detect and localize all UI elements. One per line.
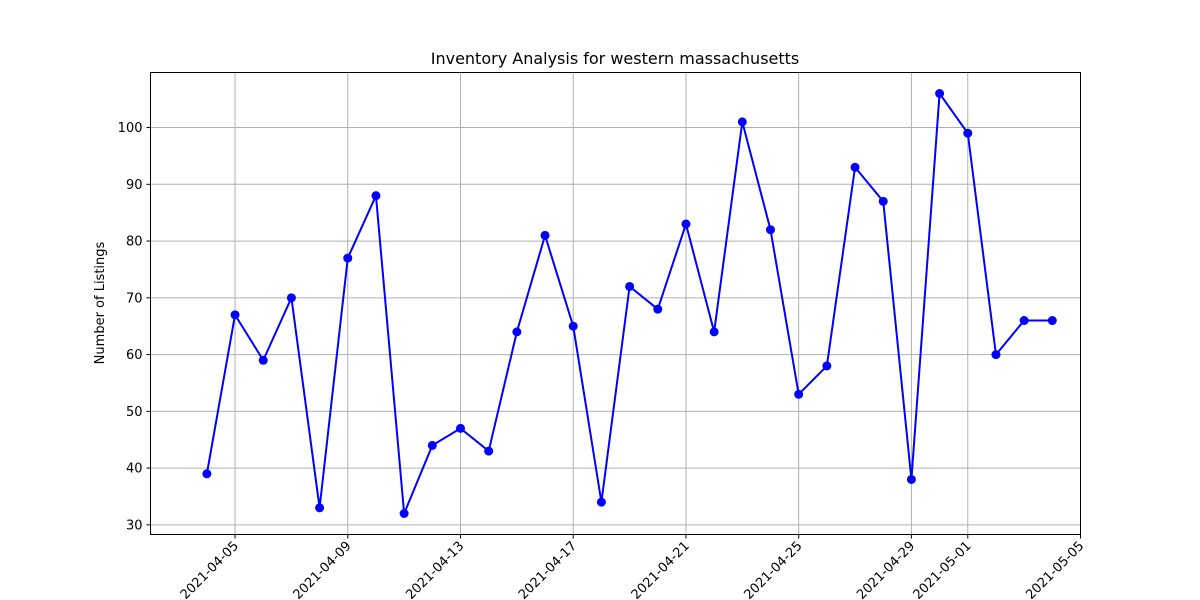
- data-point-2021-04-14: [484, 446, 494, 456]
- data-point-2021-04-06: [258, 355, 268, 365]
- data-point-2021-04-22: [709, 327, 719, 337]
- x-tick-label: 2021-04-13: [403, 539, 467, 600]
- chart-title: Inventory Analysis for western massachus…: [431, 49, 800, 68]
- data-point-2021-04-20: [653, 304, 663, 314]
- data-point-2021-05-04: [1047, 316, 1057, 326]
- data-point-2021-04-10: [371, 191, 381, 201]
- data-point-2021-04-08: [315, 503, 325, 513]
- y-tick-label: 70: [126, 291, 143, 306]
- data-point-2021-04-13: [456, 423, 465, 433]
- data-point-2021-05-03: [1019, 316, 1029, 326]
- series-line: [205, 92, 1053, 515]
- data-point-2021-04-30: [935, 89, 945, 98]
- y-tick-label: 30: [126, 518, 143, 533]
- x-tick-label: 2021-04-17: [516, 539, 580, 600]
- data-point-2021-04-19: [625, 281, 635, 291]
- data-point-2021-05-02: [991, 350, 1001, 360]
- plot-frame: [150, 72, 1081, 535]
- data-point-2021-04-04: [202, 469, 212, 479]
- data-point-2021-04-09: [343, 253, 353, 263]
- x-tick-label: 2021-04-25: [741, 539, 805, 600]
- data-point-2021-04-15: [512, 327, 522, 337]
- data-point-2021-04-28: [878, 196, 888, 206]
- x-tick-label: 2021-05-05: [1023, 539, 1087, 600]
- series-listings: [202, 89, 1057, 518]
- data-point-2021-04-26: [822, 361, 832, 371]
- y-tick-label: 60: [126, 348, 143, 363]
- data-point-2021-04-11: [399, 509, 409, 518]
- data-point-2021-04-29: [906, 474, 916, 484]
- data-point-2021-04-24: [766, 225, 775, 235]
- data-point-2021-04-27: [850, 162, 860, 172]
- data-point-2021-04-07: [286, 293, 296, 303]
- x-tick-label: 2021-04-29: [854, 539, 918, 600]
- data-point-2021-04-17: [568, 321, 578, 331]
- grid: [150, 72, 1081, 535]
- y-axis-label: Number of Listings: [93, 241, 108, 364]
- x-tick-label: 2021-04-09: [291, 539, 355, 600]
- y-tick-label: 90: [126, 178, 143, 193]
- x-tick-label: 2021-05-01: [911, 539, 975, 600]
- data-point-2021-04-21: [681, 219, 691, 229]
- data-point-2021-04-18: [596, 497, 606, 507]
- data-point-2021-04-12: [427, 440, 437, 450]
- x-tick-label: 2021-04-21: [629, 539, 693, 600]
- data-point-2021-04-16: [540, 230, 550, 240]
- x-tick-label: 2021-04-05: [178, 539, 242, 600]
- y-tick-label: 40: [126, 462, 143, 477]
- y-tick-label: 100: [118, 121, 143, 136]
- y-tick-label: 50: [126, 405, 143, 420]
- data-point-2021-05-01: [963, 128, 973, 138]
- data-point-2021-04-25: [794, 389, 804, 399]
- data-point-2021-04-23: [737, 117, 747, 127]
- y-tick-label: 80: [126, 235, 143, 250]
- data-point-2021-04-05: [230, 310, 240, 320]
